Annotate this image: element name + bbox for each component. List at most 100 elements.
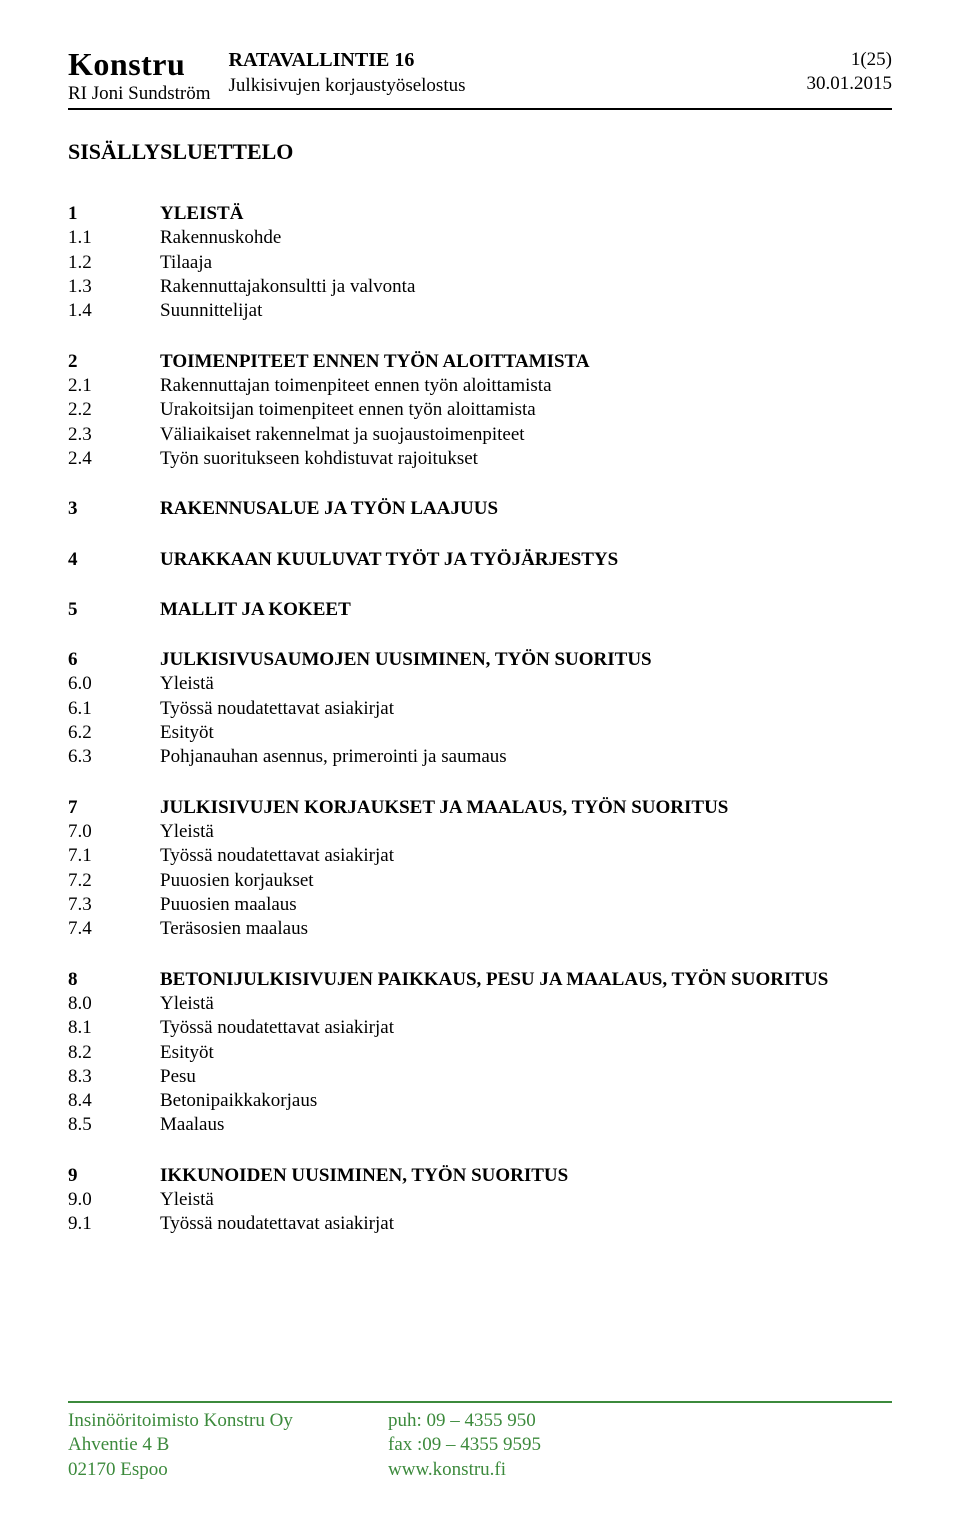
toc-item: 6.2Esityöt xyxy=(68,721,892,745)
toc-item-number: 8.2 xyxy=(68,1041,160,1065)
toc-item: 8.4Betonipaikkakorjaus xyxy=(68,1089,892,1113)
toc-item-text: Väliaikaiset rakennelmat ja suojaustoime… xyxy=(160,423,892,447)
toc-item-number: 7.0 xyxy=(68,820,160,844)
toc-section-title: JULKISIVUSAUMOJEN UUSIMINEN, TYÖN SUORIT… xyxy=(160,648,892,672)
toc-item-text: Työn suoritukseen kohdistuvat rajoitukse… xyxy=(160,447,892,471)
document-date: 30.01.2015 xyxy=(807,72,893,96)
toc-item-text: Puuosien maalaus xyxy=(160,893,892,917)
project-title: RATAVALLINTIE 16 xyxy=(229,48,807,74)
toc-item: 6.1Työssä noudatettavat asiakirjat xyxy=(68,697,892,721)
toc-section-heading: 3RAKENNUSALUE JA TYÖN LAAJUUS xyxy=(68,497,892,521)
toc-item: 8.2Esityöt xyxy=(68,1041,892,1065)
toc-item: 1.3Rakennuttajakonsultti ja valvonta xyxy=(68,275,892,299)
toc-item-text: Työssä noudatettavat asiakirjat xyxy=(160,1212,892,1236)
toc-section-title: RAKENNUSALUE JA TYÖN LAAJUUS xyxy=(160,497,892,521)
toc-item-text: Teräsosien maalaus xyxy=(160,917,892,941)
toc-section-number: 9 xyxy=(68,1164,160,1188)
toc-section-number: 8 xyxy=(68,968,160,992)
footer-address1: Ahventie 4 B xyxy=(68,1433,388,1457)
toc-section-number: 4 xyxy=(68,548,160,572)
toc-section-number: 7 xyxy=(68,796,160,820)
footer-phone: puh: 09 – 4355 950 xyxy=(388,1409,892,1433)
toc-section-heading: 5MALLIT JA KOKEET xyxy=(68,598,892,622)
toc-item-number: 6.0 xyxy=(68,672,160,696)
toc-item: 7.2Puuosien korjaukset xyxy=(68,869,892,893)
toc-item-number: 7.3 xyxy=(68,893,160,917)
toc-section-heading: 4URAKKAAN KUULUVAT TYÖT JA TYÖJÄRJESTYS xyxy=(68,548,892,572)
toc-item: 6.0Yleistä xyxy=(68,672,892,696)
toc-item-text: Suunnittelijat xyxy=(160,299,892,323)
toc-item-number: 2.2 xyxy=(68,398,160,422)
toc-section-number: 3 xyxy=(68,497,160,521)
toc-item: 2.1Rakennuttajan toimenpiteet ennen työn… xyxy=(68,374,892,398)
project-subtitle: Julkisivujen korjaustyöselostus xyxy=(229,74,807,98)
toc-section-number: 5 xyxy=(68,598,160,622)
toc-section: 4URAKKAAN KUULUVAT TYÖT JA TYÖJÄRJESTYS xyxy=(68,548,892,572)
header-left: Konstru RI Joni Sundström xyxy=(68,48,211,106)
toc-item-text: Rakennuskohde xyxy=(160,226,892,250)
toc-item: 1.2Tilaaja xyxy=(68,251,892,275)
toc-item-number: 8.5 xyxy=(68,1113,160,1137)
toc-item: 8.3Pesu xyxy=(68,1065,892,1089)
header-center: RATAVALLINTIE 16 Julkisivujen korjaustyö… xyxy=(211,48,807,106)
toc-section: 5MALLIT JA KOKEET xyxy=(68,598,892,622)
toc-item-text: Rakennuttajakonsultti ja valvonta xyxy=(160,275,892,299)
toc-section-title: BETONIJULKISIVUJEN PAIKKAUS, PESU JA MAA… xyxy=(160,968,892,992)
toc-section-heading: 7JULKISIVUJEN KORJAUKSET JA MAALAUS, TYÖ… xyxy=(68,796,892,820)
toc-item: 9.0Yleistä xyxy=(68,1188,892,1212)
footer-center: puh: 09 – 4355 950 fax :09 – 4355 9595 w… xyxy=(388,1409,892,1482)
toc-item-text: Yleistä xyxy=(160,992,892,1016)
toc-item-number: 7.2 xyxy=(68,869,160,893)
toc-item-text: Pesu xyxy=(160,1065,892,1089)
document-title: SISÄLLYSLUETTELO xyxy=(68,138,892,166)
toc-item-number: 8.0 xyxy=(68,992,160,1016)
toc-item: 7.3Puuosien maalaus xyxy=(68,893,892,917)
toc-item-text: Tilaaja xyxy=(160,251,892,275)
toc-section-title: JULKISIVUJEN KORJAUKSET JA MAALAUS, TYÖN… xyxy=(160,796,892,820)
toc-item: 7.4Teräsosien maalaus xyxy=(68,917,892,941)
toc-item-text: Esityöt xyxy=(160,721,892,745)
toc-section-heading: 6JULKISIVUSAUMOJEN UUSIMINEN, TYÖN SUORI… xyxy=(68,648,892,672)
page-number: 1(25) xyxy=(807,48,893,72)
author-line: RI Joni Sundström xyxy=(68,82,211,106)
toc-item-number: 2.1 xyxy=(68,374,160,398)
toc-section-title: MALLIT JA KOKEET xyxy=(160,598,892,622)
header-right: 1(25) 30.01.2015 xyxy=(807,48,893,106)
toc-item-number: 1.3 xyxy=(68,275,160,299)
toc-item-text: Yleistä xyxy=(160,672,892,696)
toc-item: 2.4Työn suoritukseen kohdistuvat rajoitu… xyxy=(68,447,892,471)
toc-section-title: TOIMENPITEET ENNEN TYÖN ALOITTAMISTA xyxy=(160,350,892,374)
table-of-contents: 1YLEISTÄ1.1Rakennuskohde1.2Tilaaja1.3Rak… xyxy=(68,202,892,1237)
toc-item-text: Pohjanauhan asennus, primerointi ja saum… xyxy=(160,745,892,769)
toc-section-heading: 1YLEISTÄ xyxy=(68,202,892,226)
toc-item-number: 6.1 xyxy=(68,697,160,721)
toc-section: 8BETONIJULKISIVUJEN PAIKKAUS, PESU JA MA… xyxy=(68,968,892,1138)
toc-item-text: Työssä noudatettavat asiakirjat xyxy=(160,844,892,868)
toc-item-number: 6.2 xyxy=(68,721,160,745)
toc-item-text: Työssä noudatettavat asiakirjat xyxy=(160,1016,892,1040)
toc-item: 8.5Maalaus xyxy=(68,1113,892,1137)
toc-item: 2.3Väliaikaiset rakennelmat ja suojausto… xyxy=(68,423,892,447)
toc-item-text: Rakennuttajan toimenpiteet ennen työn al… xyxy=(160,374,892,398)
toc-section: 3RAKENNUSALUE JA TYÖN LAAJUUS xyxy=(68,497,892,521)
toc-item-text: Yleistä xyxy=(160,820,892,844)
toc-section: 1YLEISTÄ1.1Rakennuskohde1.2Tilaaja1.3Rak… xyxy=(68,202,892,324)
toc-item: 9.1Työssä noudatettavat asiakirjat xyxy=(68,1212,892,1236)
toc-section-number: 1 xyxy=(68,202,160,226)
toc-section-number: 2 xyxy=(68,350,160,374)
page-footer: Insinööritoimisto Konstru Oy Ahventie 4 … xyxy=(68,1401,892,1482)
toc-item-text: Työssä noudatettavat asiakirjat xyxy=(160,697,892,721)
toc-item-number: 2.3 xyxy=(68,423,160,447)
toc-section: 7JULKISIVUJEN KORJAUKSET JA MAALAUS, TYÖ… xyxy=(68,796,892,942)
footer-company: Insinööritoimisto Konstru Oy xyxy=(68,1409,388,1433)
toc-item-number: 9.0 xyxy=(68,1188,160,1212)
toc-item-text: Yleistä xyxy=(160,1188,892,1212)
toc-item-number: 9.1 xyxy=(68,1212,160,1236)
toc-section: 9IKKUNOIDEN UUSIMINEN, TYÖN SUORITUS9.0Y… xyxy=(68,1164,892,1237)
company-name: Konstru xyxy=(68,48,211,82)
toc-section-heading: 9IKKUNOIDEN UUSIMINEN, TYÖN SUORITUS xyxy=(68,1164,892,1188)
toc-item: 2.2Urakoitsijan toimenpiteet ennen työn … xyxy=(68,398,892,422)
toc-section-title: YLEISTÄ xyxy=(160,202,892,226)
footer-fax: fax :09 – 4355 9595 xyxy=(388,1433,892,1457)
toc-item-number: 1.2 xyxy=(68,251,160,275)
